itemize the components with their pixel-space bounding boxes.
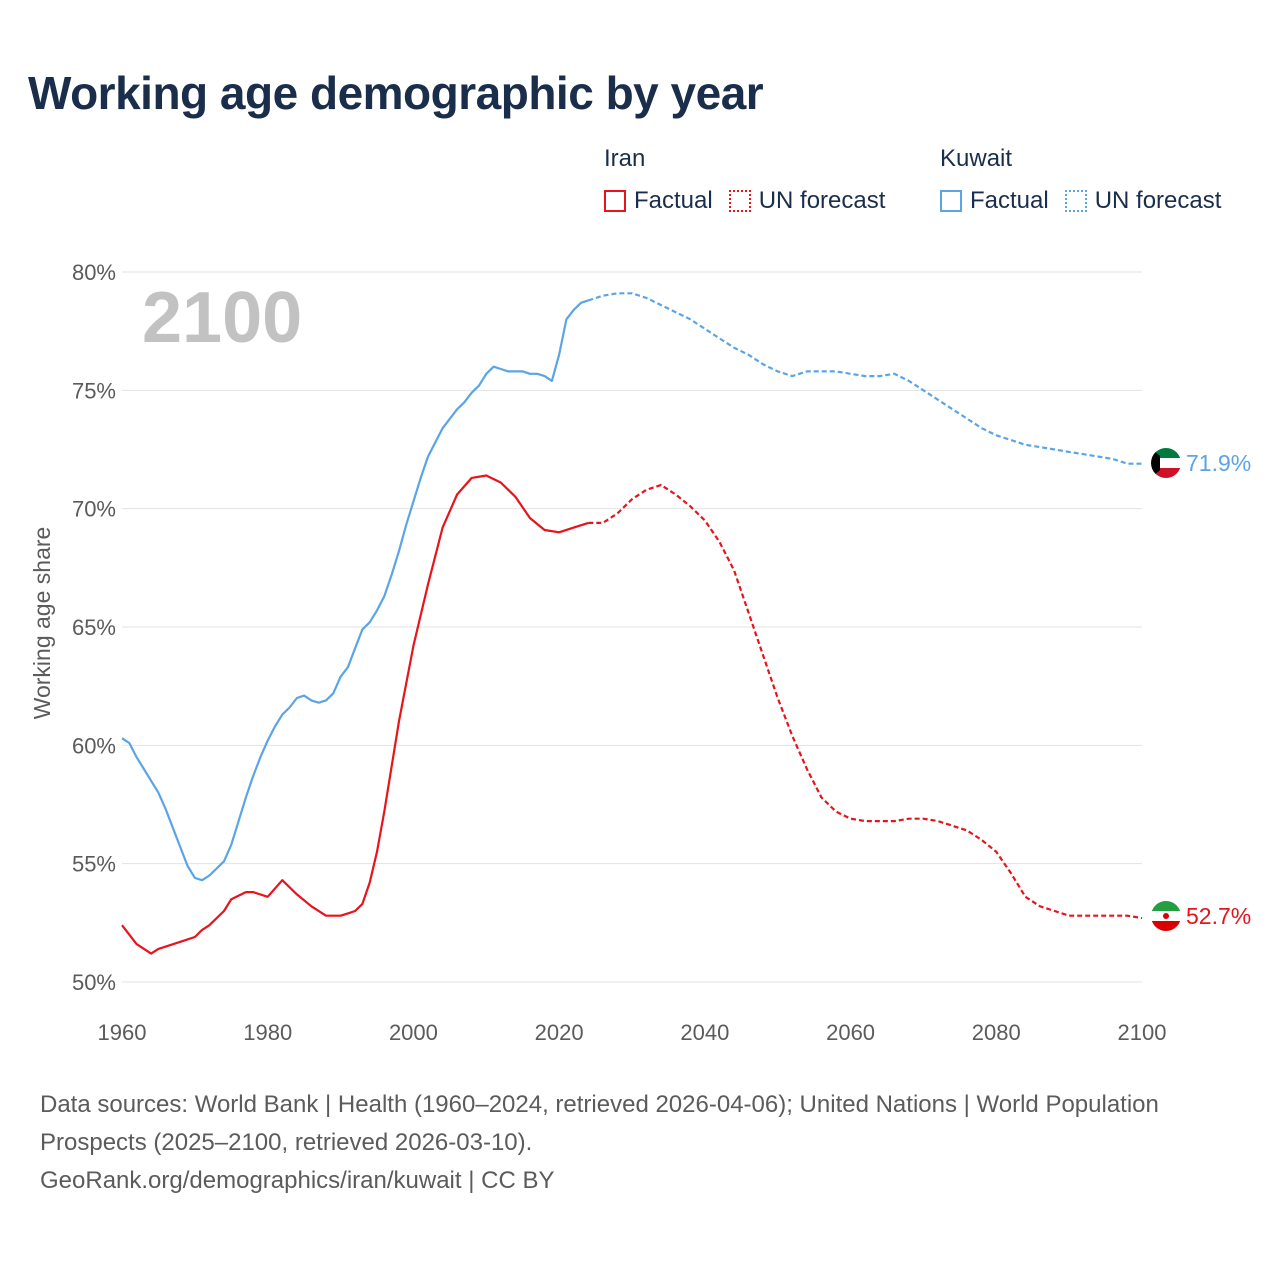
legend-item-iran-factual[interactable]: Factual [604,186,713,216]
line-chart: 50% 55% 60% 65% 70% 75% 80% 1960 1980 2000 2020 20… [29,260,1251,1045]
x-tick-label: 2080 [972,1020,1021,1045]
sources-text: Data sources: World Bank | Health (1960–… [40,1091,1159,1156]
legend-swatch-dotted [728,190,751,212]
legend-label: UN forecast [758,187,886,214]
y-tick-label: 75% [72,378,116,403]
iran-flag-icon [1151,901,1181,931]
legend-label: UN forecast [1094,187,1222,214]
series-line-kuwait-factual [121,299,589,882]
x-tick-label: 2100 [1118,1020,1167,1045]
legend-label: Factual [970,187,1049,214]
x-tick-label: 2060 [826,1020,875,1045]
y-axis-ticks: 50% 55% 60% 65% 70% 75% 80% [72,260,116,995]
x-tick-label: 1980 [243,1020,292,1045]
legend-item-iran-forecast[interactable]: UN forecast [728,186,886,216]
legend-group-title: Kuwait [940,145,1013,172]
x-tick-label: 2000 [389,1020,438,1045]
legend-swatch-solid [604,190,626,212]
data-sources-footer: Data sources: World Bank | Health (1960–… [40,1086,1200,1200]
series-line-kuwait-forecast [587,292,1142,465]
chart-title: Working age demographic by year [28,67,764,119]
series-line-iran-factual [121,474,589,955]
x-tick-label: 1960 [98,1020,147,1045]
year-watermark: 2100 [142,278,302,358]
y-axis-label: Working age share [29,527,55,720]
legend-swatch-dotted [1064,190,1087,212]
gridlines [122,271,1142,983]
sources-link[interactable]: GeoRank.org/demographics/iran/kuwait | C… [40,1167,555,1194]
legend-group-kuwait: Kuwait Factual UN forecast [940,144,1237,216]
kuwait-flag-icon [1151,448,1181,478]
x-tick-label: 2040 [680,1020,729,1045]
y-tick-label: 55% [72,852,116,877]
legend-item-kuwait-forecast[interactable]: UN forecast [1064,186,1222,216]
legend-swatch-solid [940,190,962,212]
x-axis-ticks: 1960 1980 2000 2020 2040 2060 2080 2100 [98,1020,1167,1045]
legend-group-title: Iran [604,145,646,172]
kuwait-end-value: 71.9% [1186,450,1251,476]
series-line-iran-forecast [588,483,1143,920]
legend-label: Factual [634,187,713,214]
iran-end-value: 52.7% [1186,903,1251,929]
legend-group-iran: Iran Factual UN forecast [604,144,901,216]
x-tick-label: 2020 [535,1020,584,1045]
y-tick-label: 60% [72,733,116,758]
y-tick-label: 70% [72,497,116,522]
y-tick-label: 50% [72,970,116,995]
y-tick-label: 65% [72,615,116,640]
series-layer [121,292,1143,955]
y-tick-label: 80% [72,260,116,285]
legend-item-kuwait-factual[interactable]: Factual [940,186,1049,216]
